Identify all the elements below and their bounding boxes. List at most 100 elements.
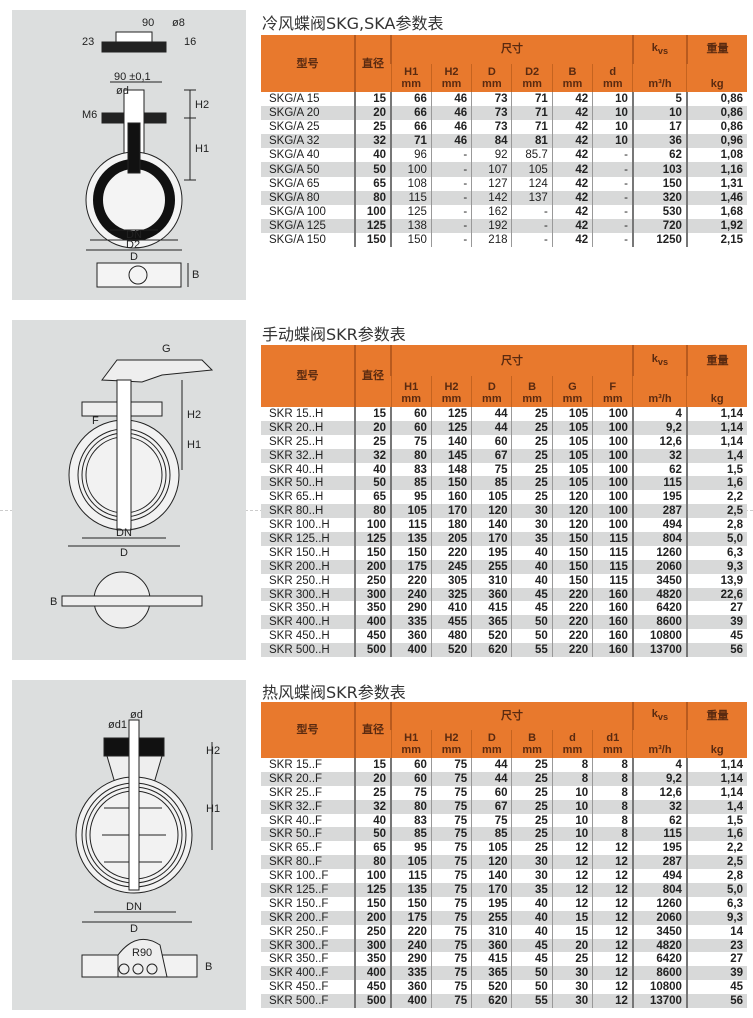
cell: 175	[390, 559, 432, 574]
cell: 42	[551, 204, 593, 219]
label-h1: H1	[187, 439, 201, 451]
cell: 32	[354, 799, 392, 814]
cell: 73	[471, 92, 512, 107]
cell: 220	[551, 615, 593, 630]
cell: SKR 450..H	[269, 630, 330, 643]
cell: SKR 20..H	[261, 420, 356, 435]
table-row: SKG/A 80 80 115-142 137 42-320 1,46	[261, 190, 747, 205]
cell: 3450	[631, 924, 687, 939]
header-kvs-unit: m³/h	[632, 376, 687, 407]
cell: 30	[511, 855, 553, 870]
cell: 135	[390, 532, 432, 546]
table-row: SKG/A 150 150 150-218-42-1250 2,15	[261, 232, 747, 248]
cell: 4	[631, 407, 687, 421]
cell: 192	[471, 218, 512, 233]
cell: 8	[592, 813, 633, 828]
cell: 335	[390, 615, 432, 630]
cell: 1260	[631, 896, 687, 911]
cell: 250	[354, 573, 392, 588]
table-row: SKR 300..F 300 240 75 360 45 20 12 4820 23	[261, 938, 747, 953]
cell: 1,4	[685, 799, 747, 814]
cell: 500	[354, 994, 392, 1009]
cell: 250	[354, 924, 392, 939]
cell: 8600	[631, 615, 687, 630]
table-row: SKR 200..H 200 175 245 255 40 150 115 2060 9,3	[261, 559, 747, 574]
cell: 45	[511, 601, 553, 616]
cell: 220	[551, 587, 593, 602]
cell: 1,14	[685, 758, 747, 772]
table-row: SKG/A 15 15 66 46 73 71 42 10 5 0,86	[261, 92, 747, 107]
cell: 2,8	[685, 518, 747, 533]
cell: SKR 200..H	[261, 559, 356, 574]
cell: 40	[354, 813, 392, 828]
cell: 13700	[631, 643, 687, 658]
cell: 15	[354, 758, 392, 772]
cell: 115	[592, 559, 633, 574]
header-dimensions: 尺寸	[390, 35, 633, 64]
cell: -	[592, 204, 633, 219]
cell: 75	[430, 758, 472, 772]
cell: 287	[631, 855, 687, 870]
cell: 220	[390, 573, 432, 588]
skg-drawing-panel: 90 ø8 23 16 90 ±0,1 ød M6 H2 H1 DN D2 D …	[12, 10, 246, 300]
cell: SKR 150..F	[269, 897, 329, 910]
label-g: G	[162, 343, 171, 355]
header-col-h1: H1 mm	[390, 376, 432, 407]
cell: 220	[390, 924, 432, 939]
cell: 10	[592, 120, 633, 135]
label-flange: 90 ±0,1	[114, 71, 151, 83]
cell: 1,6	[685, 827, 747, 842]
cell: 365	[471, 615, 512, 630]
cell: 12	[592, 980, 633, 995]
cell: 108	[390, 176, 432, 191]
cell: 804	[631, 883, 687, 897]
cell: -	[592, 148, 633, 163]
label-d2: D2	[126, 239, 140, 251]
cell: -	[592, 232, 633, 248]
skr-h-valve-drawing: G H2 F H1 DN D B	[50, 343, 214, 629]
cell: 9,3	[685, 559, 747, 574]
cell: 12	[551, 896, 593, 911]
cell: 30	[511, 869, 553, 884]
cell: 46	[430, 120, 472, 135]
cell: 240	[390, 938, 432, 953]
cell: 160	[592, 629, 633, 644]
cell: 220	[551, 643, 593, 658]
cell: 60	[471, 785, 512, 800]
cell: SKR 40..H	[269, 463, 324, 476]
cell: 12	[592, 855, 633, 870]
header-col-d: d mm	[551, 730, 593, 758]
cell: 0,86	[685, 106, 747, 121]
cell: 85	[390, 476, 432, 491]
cell: 305	[430, 573, 472, 588]
cell: -	[430, 176, 472, 191]
cell: 42	[551, 190, 593, 205]
cell: 85.7	[511, 148, 553, 163]
cell: 100	[354, 204, 392, 219]
cell: 15	[354, 92, 392, 107]
cell: 150	[551, 573, 593, 588]
cell: 95	[390, 490, 432, 505]
cell: SKR 400..H	[261, 615, 356, 630]
table-row: SKG/A 20 20 66 46 73 71 42 10 10 0,86	[261, 106, 747, 121]
cell: 115	[631, 827, 687, 842]
cell: 520	[471, 980, 512, 995]
cell: 35	[511, 532, 553, 546]
cell: 25	[511, 771, 553, 786]
table-row: SKR 25..F 25 75 75 60 25 10 8 12,6 1,14	[261, 785, 747, 800]
cell: 150	[354, 232, 392, 248]
label-top-width: 90	[142, 17, 154, 29]
cell: 100	[592, 434, 633, 449]
cell: 95	[390, 841, 432, 856]
cell: 125	[354, 218, 392, 233]
cell: 8	[551, 758, 593, 772]
cell: 1,14	[685, 407, 747, 421]
cell: 195	[471, 896, 512, 911]
skr-f-drawing-panel: ød ød1 H2 H1 DN D R90 B	[12, 680, 246, 1010]
cell: 60	[390, 758, 432, 772]
cell: 150	[551, 532, 593, 546]
header-diameter: 直径	[354, 35, 392, 92]
cell: 804	[631, 532, 687, 546]
table-row: SKR 350..F 350 290 75 415 45 25 12 6420 27	[261, 952, 747, 967]
header-col-h2: H2 mm	[430, 63, 472, 92]
